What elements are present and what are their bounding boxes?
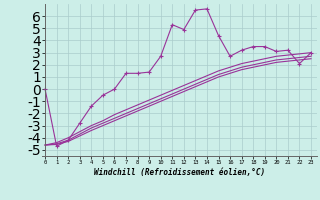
X-axis label: Windchill (Refroidissement éolien,°C): Windchill (Refroidissement éolien,°C) bbox=[94, 168, 265, 177]
